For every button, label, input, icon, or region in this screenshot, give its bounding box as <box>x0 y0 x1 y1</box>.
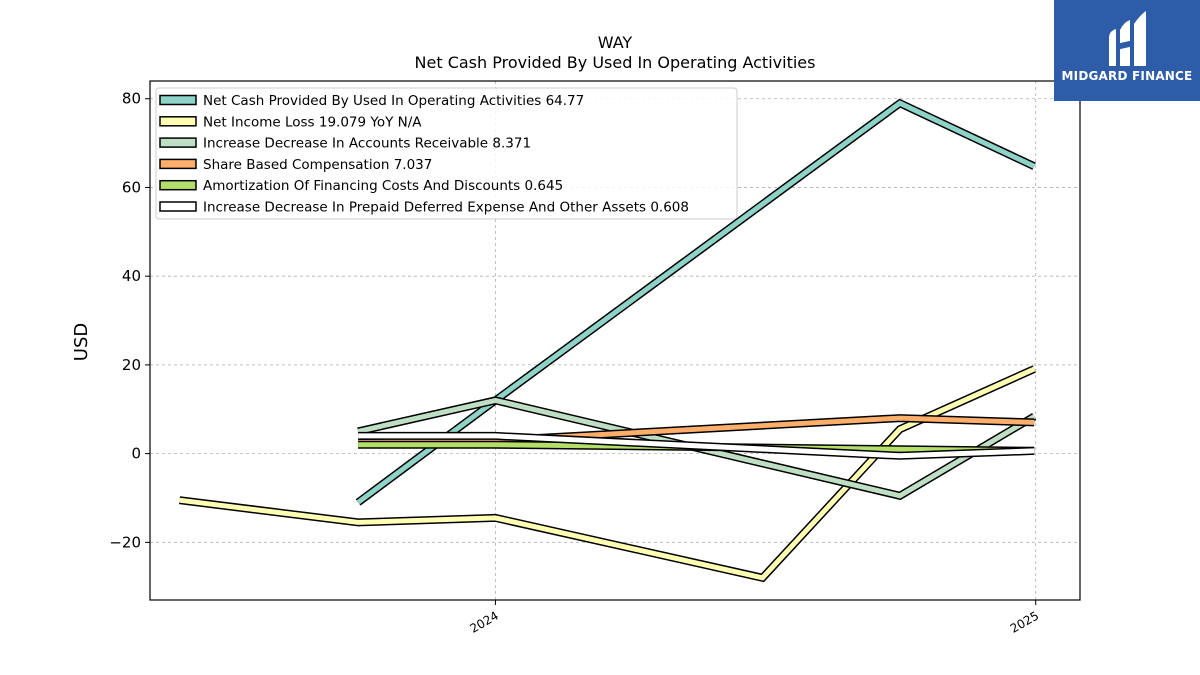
legend-swatch <box>159 158 197 170</box>
legend-entry: Net Income Loss 19.079 YoY N/A <box>203 114 422 130</box>
plot-frame <box>149 80 1081 601</box>
legend-entry: Amortization Of Financing Costs And Disc… <box>203 178 563 194</box>
y-axis-label: USD <box>71 323 92 361</box>
series-line <box>358 431 1035 460</box>
series-line <box>179 365 1036 583</box>
y-tick-label: 40 <box>122 267 141 285</box>
x-tick-label: 2025 <box>1008 608 1041 635</box>
chart-subtitle: Net Cash Provided By Used In Operating A… <box>415 53 816 72</box>
legend-entry: Increase Decrease In Prepaid Deferred Ex… <box>203 200 689 216</box>
legend-swatch <box>159 94 197 106</box>
legend: Net Cash Provided By Used In Operating A… <box>155 87 738 220</box>
legend-entry: Net Cash Provided By Used In Operating A… <box>203 93 584 109</box>
legend-entry: Increase Decrease In Accounts Receivable… <box>203 136 531 152</box>
legend-swatch <box>159 137 197 148</box>
legend-swatch <box>159 201 197 212</box>
legend-entry: Share Based Compensation 7.037 <box>203 157 432 173</box>
chart-title: WAY <box>598 33 633 52</box>
series-layer <box>179 98 1037 583</box>
y-axis: 80 60 40 20 0 −20 <box>109 90 150 551</box>
x-axis: 2024 2025 <box>467 600 1041 636</box>
y-tick-label: 60 <box>122 178 141 196</box>
y-tick-label: 0 <box>131 445 141 463</box>
logo-name: MIDGARD FINANCE <box>1061 69 1193 83</box>
legend-swatch <box>159 116 197 127</box>
x-tick-label: 2024 <box>467 608 500 635</box>
logo-mark-icon <box>1109 11 1146 66</box>
legend-swatch <box>159 179 197 191</box>
y-tick-label: 20 <box>122 356 141 374</box>
legend-box <box>155 87 738 220</box>
brand-logo: MIDGARD FINANCE <box>1054 0 1200 101</box>
y-tick-label: 80 <box>122 90 141 108</box>
y-tick-label: −20 <box>109 533 141 551</box>
series-line <box>355 98 1036 506</box>
